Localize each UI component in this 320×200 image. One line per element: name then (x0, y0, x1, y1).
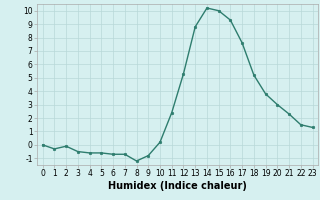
X-axis label: Humidex (Indice chaleur): Humidex (Indice chaleur) (108, 181, 247, 191)
